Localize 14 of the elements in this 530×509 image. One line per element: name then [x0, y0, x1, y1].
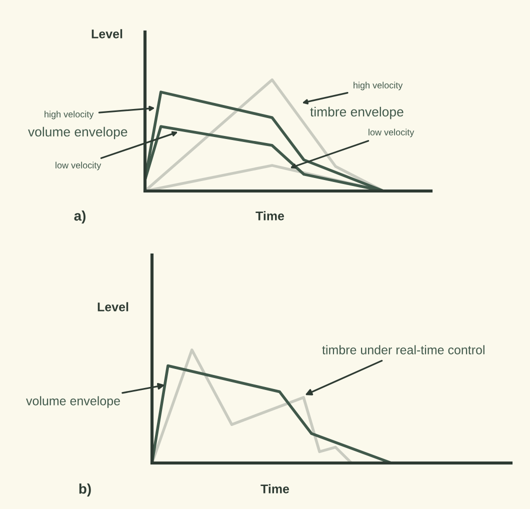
annotation: timbre under real-time control [322, 345, 484, 354]
text: low velocity [56, 162, 102, 170]
text: b) [79, 484, 91, 496]
annotation: high velocity [354, 82, 403, 90]
text: volume envelope [26, 396, 120, 408]
annotation: timbre envelope [310, 106, 404, 120]
y-axis-title: Level [98, 302, 128, 312]
y-axis-title: Level [92, 29, 122, 38]
annotation: low velocity [368, 128, 414, 138]
x-axis-title: Time [260, 484, 290, 494]
x-axis-title: Time [256, 211, 284, 220]
text: volume envelope [28, 126, 128, 140]
text: a) [74, 210, 86, 224]
text: high velocity [44, 110, 94, 120]
